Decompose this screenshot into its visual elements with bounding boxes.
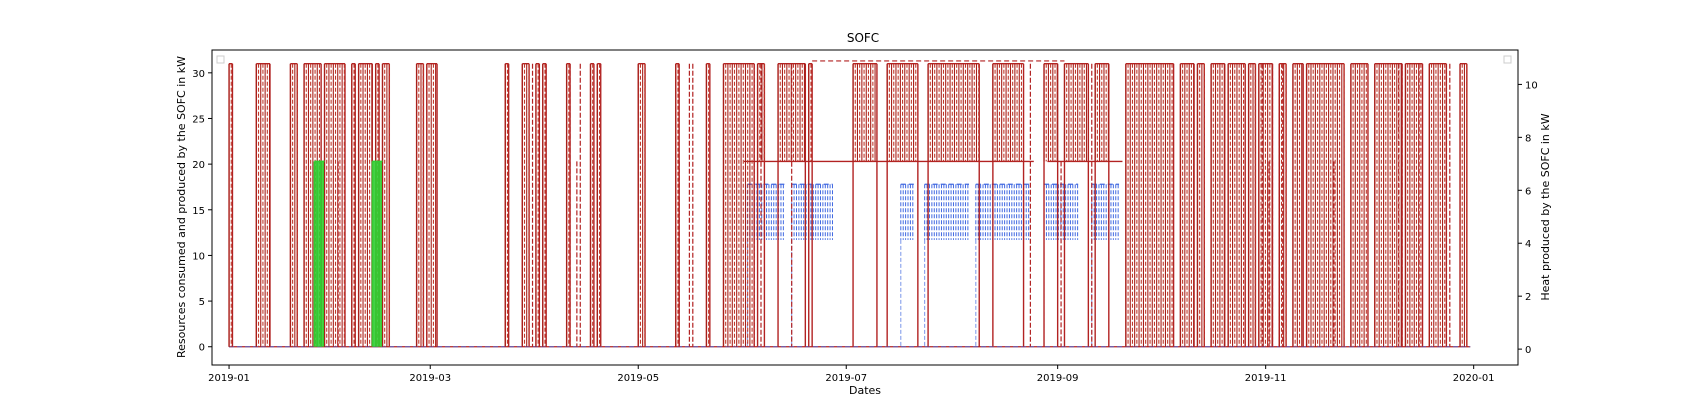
y-tick-label: 30	[192, 69, 205, 80]
legend-box-right	[1503, 55, 1512, 64]
y2-tick-label: 8	[1525, 133, 1531, 144]
y-tick-label: 10	[192, 251, 205, 262]
legend-box-left	[216, 55, 225, 64]
y2-tick-label: 2	[1525, 292, 1531, 303]
x-tick-label: 2019-07	[825, 373, 867, 384]
x-axis: 2019-01 2019-03 2019-05 2019-07 2019-09 2019-…	[208, 365, 1495, 384]
y2-tick-label: 6	[1525, 186, 1531, 197]
plot-frame	[211, 49, 1519, 366]
x-axis-label: Dates	[849, 384, 881, 397]
data-layer	[228, 60, 1471, 348]
x-tick-label: 2019-09	[1037, 373, 1079, 384]
y-tick-label: 5	[199, 297, 205, 308]
y2-tick-label: 0	[1525, 345, 1531, 356]
x-tick-label: 2019-11	[1245, 373, 1287, 384]
y-tick-label: 25	[192, 114, 205, 125]
chart-title: SOFC	[847, 31, 879, 45]
y-axis-left: 0 5 10 15 20 25 30	[192, 69, 212, 354]
y2-tick-label: 10	[1525, 80, 1538, 91]
y-tick-label: 0	[199, 343, 205, 354]
y-tick-label: 20	[192, 160, 205, 171]
x-tick-label: 2019-03	[409, 373, 451, 384]
y-axis-label: Resources consumed and produced by the S…	[175, 56, 188, 358]
x-tick-label: 2019-01	[208, 373, 250, 384]
y-tick-label: 15	[192, 206, 205, 217]
x-tick-label: 2019-05	[617, 373, 659, 384]
y-axis-right: 0 2 4 6 8 10	[1518, 80, 1538, 356]
x-tick-label: 2020-01	[1453, 373, 1495, 384]
y2-axis-label: Heat produced by the SOFC in kW	[1539, 113, 1552, 300]
y2-tick-label: 4	[1525, 239, 1531, 250]
